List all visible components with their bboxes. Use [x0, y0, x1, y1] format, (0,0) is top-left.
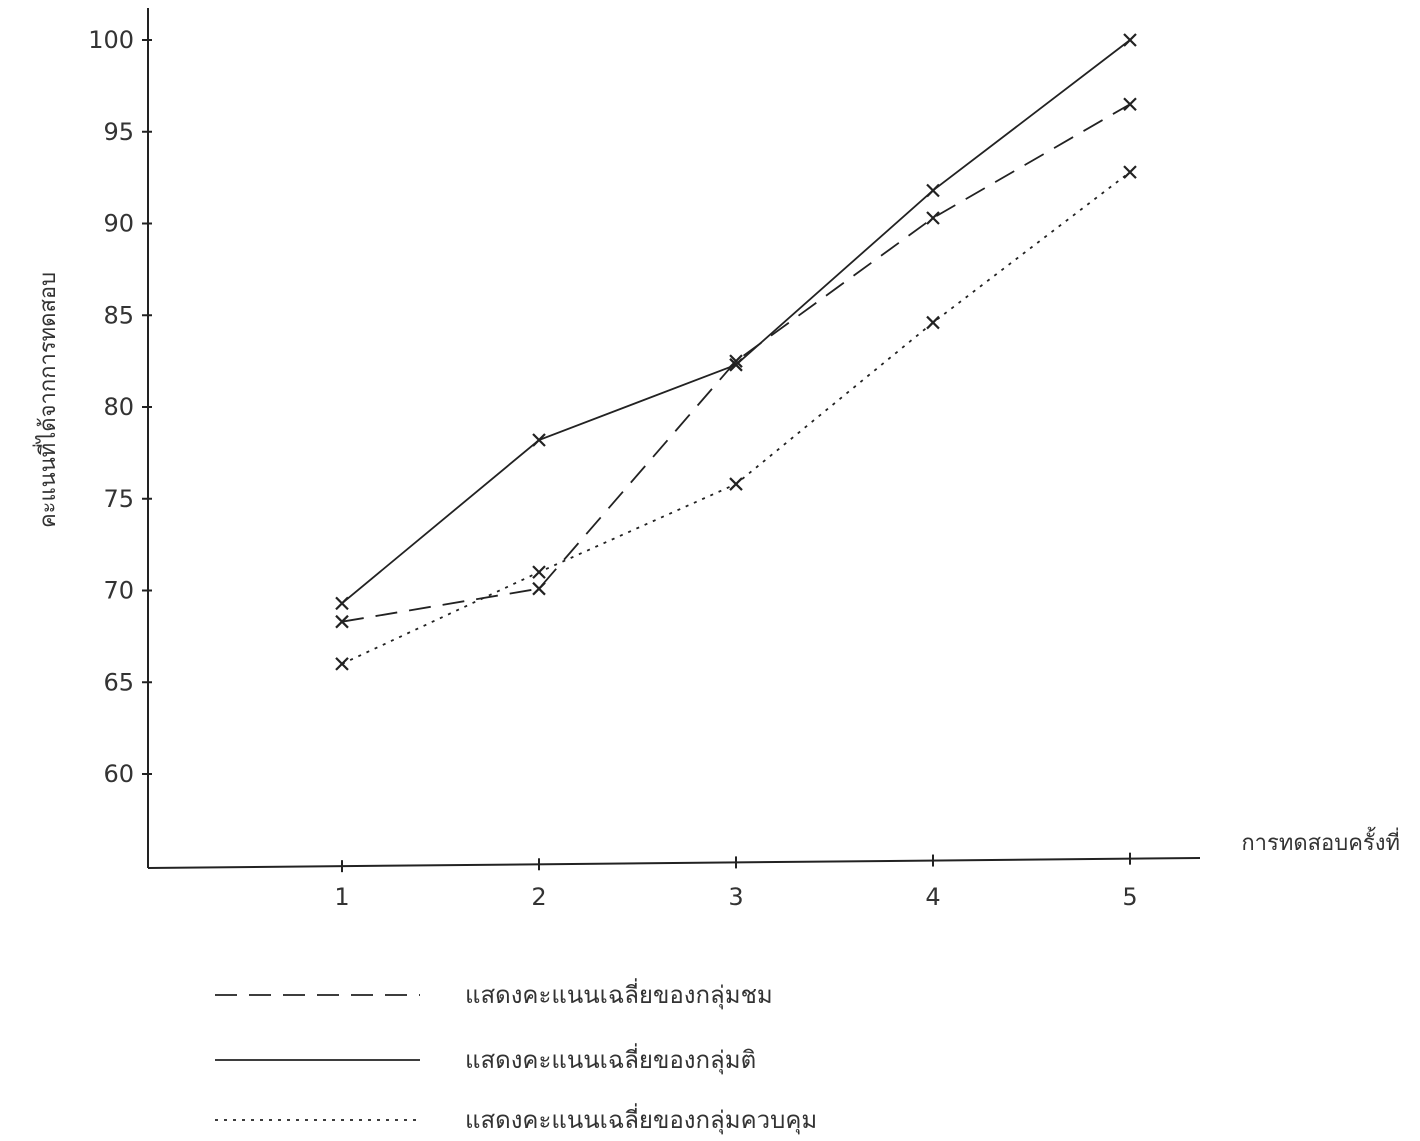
- series-solid: [335, 33, 1137, 611]
- y-tick-label: 100: [88, 26, 134, 54]
- y-tick-label: 75: [103, 485, 134, 513]
- data-point-marker: [1123, 33, 1137, 47]
- legend-item-dotted: แสดงคะแนนเฉลี่ยของกลุ่มควบคุม: [215, 1103, 817, 1135]
- x-axis-label: การทดสอบครั้งที่: [1241, 827, 1400, 856]
- x-tick-label: 1: [334, 883, 349, 911]
- legend-item-solid: แสดงคะแนนเฉลี่ยของกลุ่มติ: [215, 1043, 756, 1075]
- legend-item-dashed: แสดงคะแนนเฉลี่ยของกลุ่มชม: [215, 978, 773, 1010]
- x-ticks: 1 2 3 4 5: [334, 852, 1138, 911]
- series-line-dashed: [341, 103, 1131, 623]
- legend: แสดงคะแนนเฉลี่ยของกลุ่มชมแสดงคะแนนเฉลี่ย…: [215, 978, 817, 1135]
- x-tick-label: 2: [531, 883, 546, 911]
- data-point-marker: [335, 657, 349, 671]
- legend-label: แสดงคะแนนเฉลี่ยของกลุ่มควบคุม: [465, 1103, 817, 1135]
- series-dashed: [335, 97, 1137, 629]
- legend-label: แสดงคะแนนเฉลี่ยของกลุ่มติ: [465, 1043, 756, 1075]
- y-tick-label: 60: [103, 760, 134, 788]
- data-point-marker: [532, 581, 546, 596]
- series-layer: [335, 33, 1137, 671]
- data-point-marker: [926, 315, 940, 330]
- y-tick-label: 95: [103, 118, 134, 146]
- series-line-solid: [341, 39, 1131, 605]
- data-point-marker: [1123, 97, 1137, 112]
- y-tick-label: 65: [103, 668, 134, 696]
- data-point-marker: [729, 358, 743, 372]
- y-axis-label: คะแนนที่ได้จากการทดสอบ: [32, 272, 61, 528]
- data-point-marker: [335, 614, 349, 629]
- series-dotted: [335, 165, 1137, 671]
- y-ticks: 60 65 70 75 80 85 90 95 100: [88, 26, 152, 788]
- x-tick-label: 4: [925, 883, 940, 911]
- axes: [147, 8, 1201, 869]
- data-point-marker: [1123, 165, 1137, 179]
- x-tick-label: 5: [1122, 883, 1137, 911]
- data-point-marker: [532, 565, 546, 579]
- series-line-dotted: [341, 171, 1131, 665]
- data-point-marker: [532, 433, 546, 447]
- y-tick-label: 90: [103, 210, 134, 238]
- data-point-marker: [335, 596, 349, 611]
- data-point-marker: [729, 354, 743, 368]
- data-point-marker: [729, 477, 743, 491]
- data-point-marker: [926, 183, 940, 198]
- y-tick-label: 80: [103, 393, 134, 421]
- legend-label: แสดงคะแนนเฉลี่ยของกลุ่มชม: [465, 978, 773, 1010]
- x-tick-label: 3: [728, 883, 743, 911]
- y-tick-label: 70: [103, 577, 134, 605]
- x-axis: [147, 857, 1201, 869]
- data-point-marker: [926, 211, 940, 225]
- y-tick-label: 85: [103, 301, 134, 329]
